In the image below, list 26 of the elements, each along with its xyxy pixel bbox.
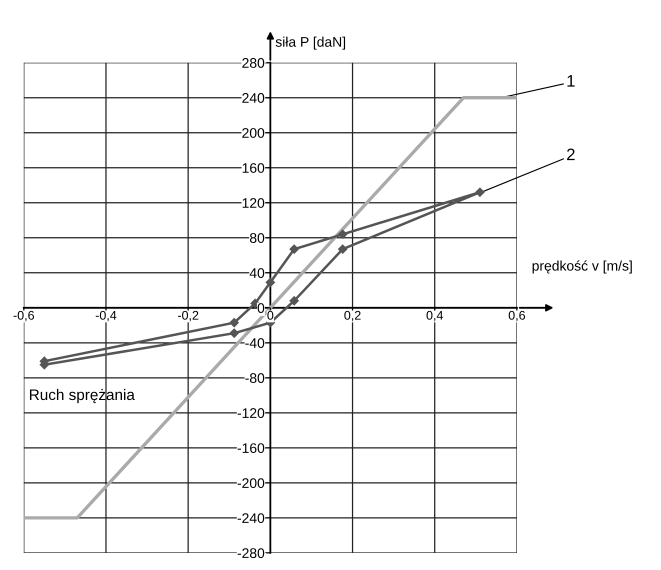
x-tick-label: 0,4 (426, 310, 444, 322)
y-tick-label: 40 (250, 268, 264, 278)
x-tick-label: 0,6 (508, 310, 526, 322)
y-tick-label: 120 (242, 198, 264, 208)
y-tick-label: 160 (242, 163, 264, 173)
y-tick-label: 240 (242, 93, 264, 103)
y-tick-label: -200 (238, 478, 264, 488)
y-tick-label: 80 (250, 233, 264, 243)
y-tick-label: -120 (238, 408, 264, 418)
y-tick-label: 0 (258, 303, 264, 313)
x-tick-label: 0,2 (344, 310, 361, 322)
text: 2 (567, 148, 575, 160)
y-tick-label: 280 (242, 58, 264, 68)
y-tick-label: -240 (238, 513, 264, 524)
y-tick-label: -160 (238, 443, 264, 454)
x-tick-label: -0,4 (96, 310, 116, 322)
y-axis-title: siła P [daN] (276, 36, 346, 50)
text: 1 (567, 75, 575, 87)
x-axis-title: prędkość v [m/s] (532, 260, 632, 274)
y-tick-label: -40 (245, 338, 264, 348)
x-tick-label: 0 (267, 310, 274, 320)
y-tick-label: -80 (245, 373, 264, 383)
x-tick-label: -0,6 (14, 310, 34, 322)
y-tick-label: 200 (242, 128, 264, 138)
x-tick-label: -0,2 (178, 310, 198, 322)
y-tick-label: -280 (238, 548, 264, 558)
